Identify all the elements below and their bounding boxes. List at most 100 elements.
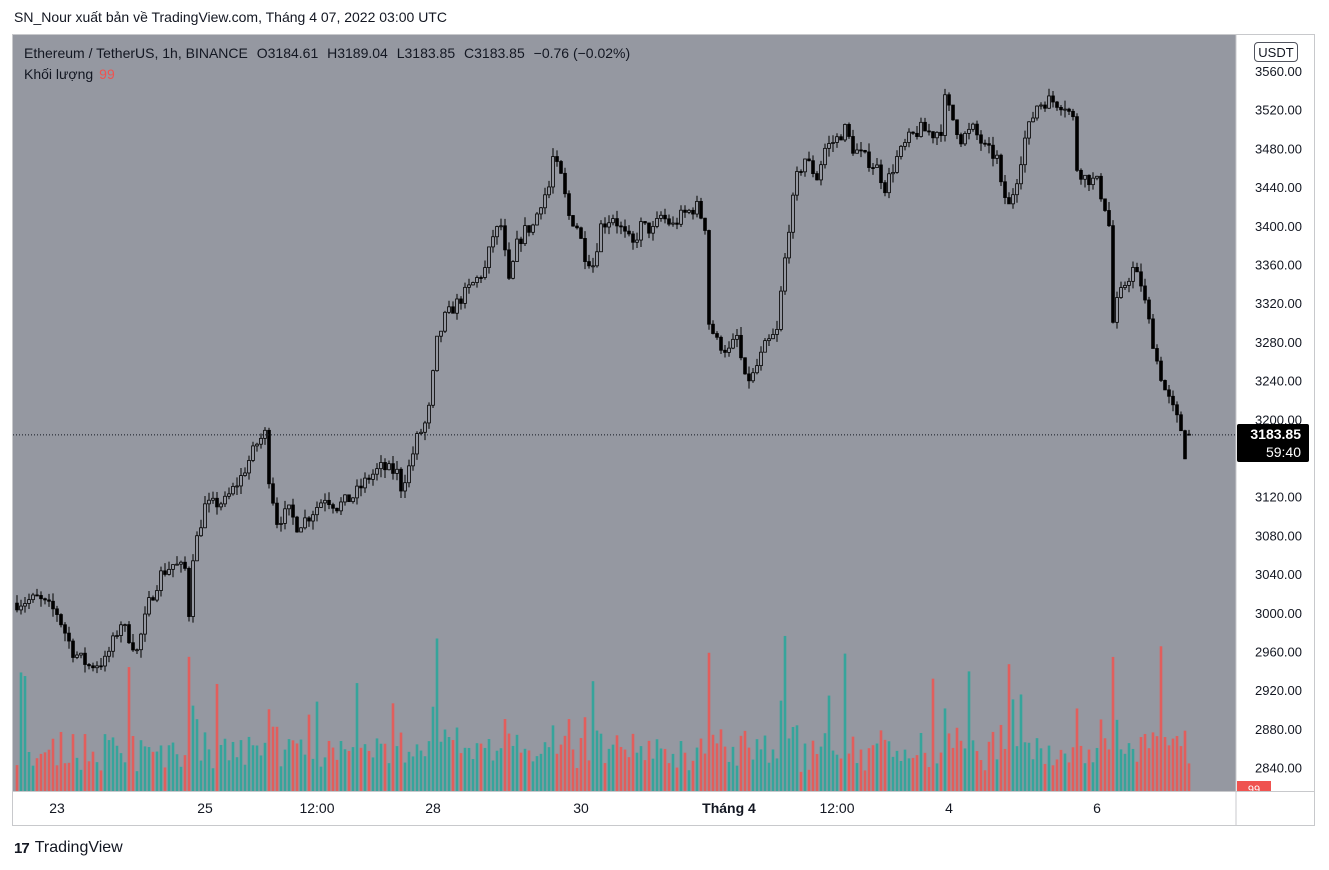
volume-bar bbox=[1187, 763, 1191, 791]
time-axis-label: 12:00 bbox=[299, 800, 334, 816]
symbol-legend[interactable]: Ethereum / TetherUS, 1h, BINANCE O3184.6… bbox=[24, 45, 635, 61]
volume-bar bbox=[1171, 738, 1175, 791]
volume-legend[interactable]: Khối lượng 99 bbox=[24, 66, 115, 82]
volume-bar bbox=[775, 758, 779, 791]
candle bbox=[431, 369, 435, 408]
volume-bar bbox=[875, 743, 879, 791]
candle bbox=[1031, 111, 1035, 123]
price-axis-label: 2920.00 bbox=[1255, 683, 1302, 698]
volume-bar bbox=[527, 750, 531, 791]
price-axis-label: 3440.00 bbox=[1255, 180, 1302, 195]
candle-body bbox=[995, 154, 999, 159]
candle bbox=[1047, 88, 1051, 109]
candle-body bbox=[335, 507, 339, 512]
candle bbox=[67, 626, 71, 649]
candle-body bbox=[363, 477, 367, 489]
candle-body bbox=[779, 290, 783, 330]
volume-bar bbox=[979, 760, 983, 791]
candle-body bbox=[427, 404, 431, 424]
volume-bar bbox=[431, 706, 435, 791]
volume-bar bbox=[1111, 656, 1115, 791]
volume-value: 99 bbox=[99, 66, 115, 82]
volume-bar bbox=[975, 751, 979, 791]
candle-body bbox=[247, 460, 251, 474]
candle bbox=[459, 296, 463, 310]
candle bbox=[467, 278, 471, 294]
volume-bar bbox=[39, 753, 43, 791]
candle-body bbox=[75, 654, 79, 658]
candle-body bbox=[915, 132, 919, 137]
candle bbox=[787, 224, 791, 264]
volume-bar bbox=[879, 730, 883, 791]
candle-body bbox=[671, 222, 675, 225]
candle-body bbox=[727, 347, 731, 353]
candle-body bbox=[595, 251, 599, 267]
candle bbox=[607, 215, 611, 235]
candle-body bbox=[235, 485, 239, 488]
volume-bar bbox=[467, 747, 471, 791]
candle bbox=[827, 135, 831, 157]
candle bbox=[1011, 188, 1015, 209]
volume-bar bbox=[819, 746, 823, 791]
volume-bar bbox=[795, 725, 799, 791]
candle-body bbox=[463, 286, 467, 304]
candle-body bbox=[731, 338, 735, 349]
volume-bar bbox=[555, 753, 559, 791]
candle bbox=[967, 122, 971, 140]
candle-body bbox=[471, 282, 475, 286]
candle bbox=[711, 320, 715, 335]
candle bbox=[95, 661, 99, 674]
candle bbox=[487, 246, 491, 274]
candle-body bbox=[91, 665, 95, 669]
chart-canvas[interactable]: 3560.00 3520.00 3480.00 3440.00 3400.00 3360.… bbox=[13, 35, 1314, 825]
volume-bar bbox=[699, 738, 703, 791]
candle-body bbox=[707, 230, 711, 325]
volume-bar bbox=[123, 762, 127, 791]
plot-area bbox=[13, 35, 1236, 791]
candle-body bbox=[199, 527, 203, 537]
volume-bar bbox=[407, 751, 411, 791]
candle-body bbox=[819, 164, 823, 181]
candle-body bbox=[1091, 177, 1095, 186]
volume-bar bbox=[751, 759, 755, 791]
candle-body bbox=[967, 128, 971, 134]
candle-body bbox=[683, 209, 687, 213]
candle bbox=[235, 477, 239, 496]
candle-body bbox=[267, 429, 271, 485]
volume-bar bbox=[415, 744, 419, 791]
candle-body bbox=[143, 613, 147, 635]
candle-body bbox=[351, 497, 355, 503]
volume-bar bbox=[159, 745, 163, 791]
price-axis-label: 3560.00 bbox=[1255, 64, 1302, 79]
candle bbox=[19, 599, 23, 615]
candle bbox=[207, 492, 211, 513]
legend-close: C3183.85 bbox=[464, 45, 525, 61]
volume-bar bbox=[635, 752, 639, 791]
candle bbox=[743, 357, 747, 375]
candle bbox=[255, 442, 259, 452]
volume-bar bbox=[895, 750, 899, 791]
candle bbox=[39, 591, 43, 607]
volume-bar bbox=[171, 742, 175, 791]
currency-button[interactable]: USDT bbox=[1254, 42, 1298, 62]
volume-bar bbox=[307, 714, 311, 791]
volume-bar bbox=[147, 747, 151, 791]
volume-bar bbox=[1019, 694, 1023, 791]
candle bbox=[567, 190, 571, 220]
candle bbox=[979, 130, 983, 151]
volume-bar bbox=[983, 770, 987, 791]
candle bbox=[299, 527, 303, 533]
candle bbox=[499, 218, 503, 231]
candle bbox=[59, 613, 63, 628]
volume-bar bbox=[1135, 761, 1139, 791]
candle bbox=[1099, 173, 1103, 202]
candle-body bbox=[367, 477, 371, 480]
candle-body bbox=[71, 640, 75, 658]
volume-bar bbox=[19, 672, 23, 791]
volume-bar bbox=[803, 743, 807, 791]
candle bbox=[219, 501, 223, 511]
candle-body bbox=[195, 535, 199, 562]
candle bbox=[655, 211, 659, 229]
tradingview-brand[interactable]: 17 TradingView bbox=[14, 839, 123, 857]
volume-bar bbox=[1023, 742, 1027, 791]
